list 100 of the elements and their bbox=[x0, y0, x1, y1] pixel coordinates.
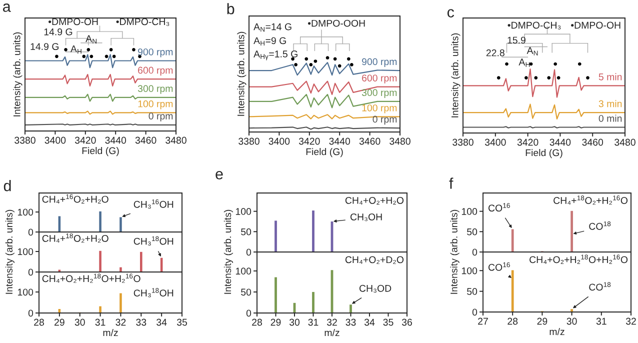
annotation: CH₃OD bbox=[359, 284, 392, 293]
y-tick-label: 0 bbox=[28, 310, 34, 317]
x-tick-label: 3380 bbox=[452, 138, 474, 146]
x-tick-label: 3380 bbox=[238, 138, 260, 145]
text: f bbox=[449, 178, 454, 189]
x-tick-label: 3400 bbox=[44, 136, 66, 144]
series-label: 900 rpm bbox=[362, 58, 397, 68]
x-tick-label: 3440 bbox=[329, 138, 350, 145]
x-tick-label: 35 bbox=[383, 318, 394, 326]
x-tick-label: 3440 bbox=[105, 136, 126, 144]
annotation: CH₄+O₂+H₂O bbox=[345, 196, 404, 205]
x-tick-label: 3420 bbox=[517, 138, 538, 146]
text: A$_{N}$=14 G bbox=[254, 23, 292, 32]
x-axis-title: Field (G) bbox=[526, 149, 562, 158]
x-tick-label: 3460 bbox=[582, 138, 604, 146]
y-tick-label: 100 bbox=[462, 208, 478, 215]
y-tick-label: 100 bbox=[18, 248, 34, 256]
x-tick-label: 3440 bbox=[550, 138, 571, 146]
x-tick-label: 3420 bbox=[74, 136, 96, 144]
x-tick-label: 29 bbox=[270, 318, 281, 326]
x-tick-label: 28 bbox=[508, 318, 518, 325]
x-tick-label: 3460 bbox=[135, 136, 156, 144]
y-tick-label: 0 bbox=[472, 308, 478, 316]
x-tick-label: 30 bbox=[289, 318, 300, 326]
x-tick-label: 29 bbox=[537, 318, 548, 325]
series-label: 5 min bbox=[598, 73, 622, 80]
x-tick-label: 27 bbox=[478, 318, 488, 325]
text: •DMPO-OH bbox=[571, 22, 620, 29]
series-label: 0 rpm bbox=[372, 116, 397, 125]
annotation: CH₄+O₂+D₂O bbox=[345, 256, 404, 264]
annotation: CH₃$^{18}$OH bbox=[134, 236, 174, 246]
x-tick-label: 28 bbox=[252, 318, 262, 326]
x-tick-label: 3400 bbox=[268, 138, 290, 145]
text: A$_{Hγ}$=1.5 G bbox=[254, 50, 298, 60]
annotation: CH₄+O₂+H₂$^{18}$O+H₂$^{16}$O bbox=[42, 274, 140, 283]
x-tick-label: 35 bbox=[176, 318, 187, 326]
y-tick-label: 50 bbox=[467, 288, 478, 295]
x-axis-title: m/z bbox=[103, 329, 118, 336]
x-axis-title: Field (G) bbox=[306, 148, 343, 158]
x-tick-label: 30 bbox=[566, 318, 577, 325]
x-tick-label: 3480 bbox=[166, 136, 186, 144]
y-tick-label: 100 bbox=[462, 267, 478, 274]
series-label: 0 min bbox=[598, 114, 622, 122]
x-tick-label: 33 bbox=[346, 318, 356, 326]
x-tick-label: 34 bbox=[156, 318, 167, 326]
text: 14.9 G bbox=[44, 28, 72, 36]
text: 14.9 G bbox=[30, 43, 58, 50]
y-tick-label: 50 bbox=[241, 228, 252, 236]
text: •DMPO-CH₃ bbox=[508, 22, 561, 30]
y-tick-label: 100 bbox=[18, 288, 34, 296]
y-tick-label: 0 bbox=[28, 228, 34, 236]
y-tick-label: 50 bbox=[467, 228, 478, 236]
text: •DMPO-OH bbox=[48, 18, 98, 26]
text: A$_{N}$ bbox=[526, 47, 538, 56]
annotation: CH₃OH bbox=[350, 214, 382, 222]
text: b bbox=[227, 3, 234, 14]
text: A$_{H}$ bbox=[70, 45, 82, 54]
x-tick-label: 30 bbox=[74, 318, 85, 326]
annotation: CO$^{18}$ bbox=[589, 282, 611, 291]
x-axis-title: Field (G) bbox=[82, 147, 119, 156]
series-label: 600 rpm bbox=[362, 74, 397, 84]
x-tick-label: 3480 bbox=[390, 138, 410, 145]
series-label: 100 rpm bbox=[362, 104, 397, 114]
annotation: CH₄+$^{16}$O₂+H₂O bbox=[42, 194, 108, 204]
series-label: 3 min bbox=[598, 100, 622, 108]
y-axis-title: Intensity (arb. units) bbox=[451, 33, 460, 118]
x-tick-label: 28 bbox=[34, 318, 44, 326]
y-axis-title: Intensity (arb. units) bbox=[224, 210, 233, 294]
y-axis-title: Intensity (arb. units) bbox=[237, 32, 246, 116]
x-tick-label: 34 bbox=[364, 318, 375, 326]
x-axis-title: m/z bbox=[324, 329, 340, 336]
x-tick-label: 31 bbox=[596, 318, 606, 325]
annotation: CH₃$^{16}$OH bbox=[134, 199, 174, 209]
y-tick-label: 100 bbox=[236, 268, 252, 275]
y-tick-label: 50 bbox=[241, 288, 252, 296]
series-label: 600 rpm bbox=[138, 66, 173, 76]
x-axis-title: m/z bbox=[550, 328, 564, 336]
x-tick-label: 3400 bbox=[484, 138, 506, 146]
x-tick-label: 3460 bbox=[359, 138, 380, 145]
annotation: CH₄+$^{18}$O₂+H₂O bbox=[42, 233, 108, 243]
series-label: 300 rpm bbox=[362, 89, 397, 98]
y-tick-label: 100 bbox=[18, 208, 34, 216]
text: 15.9 bbox=[508, 36, 526, 44]
text: •DMPO-CH₃ bbox=[116, 18, 170, 26]
y-tick-label: 0 bbox=[246, 310, 252, 317]
series-label: 300 rpm bbox=[138, 85, 173, 94]
text: A$_{H}$ bbox=[518, 58, 530, 67]
y-tick-label: 0 bbox=[28, 268, 34, 276]
text: A$_{H}$=9 G bbox=[254, 37, 286, 46]
x-tick-label: 31 bbox=[95, 318, 106, 326]
annotation: CH₄+$^{18}$O₂+H₂$^{16}$O bbox=[554, 196, 628, 205]
series-label: 900 rpm bbox=[138, 48, 173, 58]
x-tick-label: 36 bbox=[402, 318, 412, 326]
y-tick-label: 0 bbox=[472, 248, 478, 256]
text: d bbox=[4, 180, 11, 192]
x-tick-label: 32 bbox=[626, 318, 636, 325]
x-tick-label: 32 bbox=[326, 318, 337, 326]
x-tick-label: 3380 bbox=[14, 136, 36, 144]
annotation: CO$^{18}$ bbox=[589, 221, 611, 230]
y-axis-title: Intensity (arb. units) bbox=[450, 210, 460, 294]
